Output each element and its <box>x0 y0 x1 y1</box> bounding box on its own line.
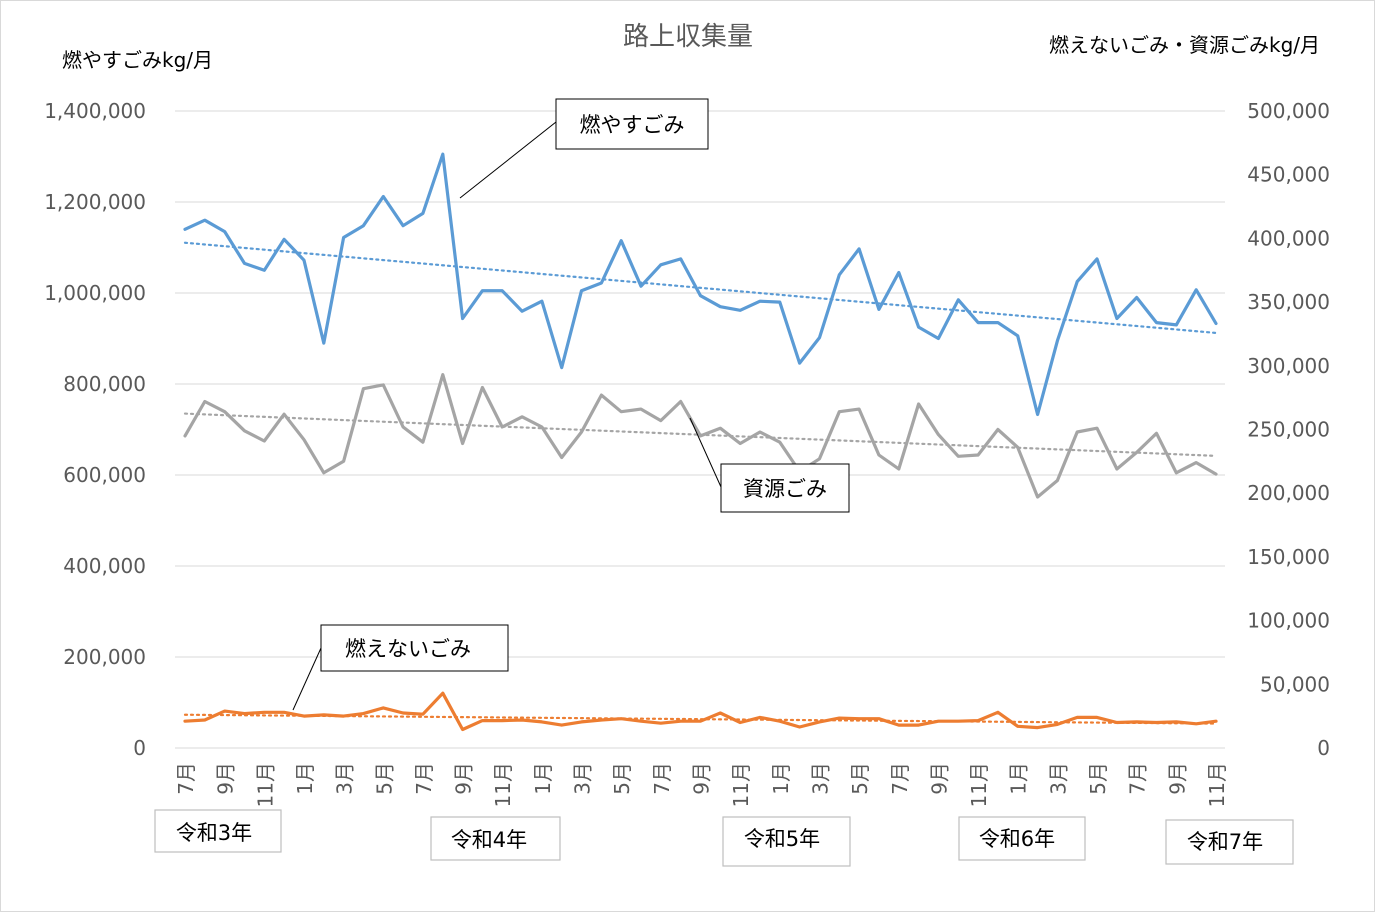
right-axis-title: 燃えないごみ・資源ごみkg/月 <box>1049 33 1320 57</box>
x-tick-label: 1月 <box>769 762 793 795</box>
series-line <box>183 152 1218 417</box>
x-tick-label: 7月 <box>650 762 674 795</box>
right-tick-label: 0 <box>1317 736 1330 760</box>
right-axis-ticks: 0 50,000 100,000 150,000 200,000 250,000 300,0… <box>1247 99 1330 760</box>
right-tick-label: 400,000 <box>1247 226 1330 250</box>
x-tick-label: 9月 <box>452 762 476 795</box>
left-axis-ticks: 0 200,000 400,000 600,000 800,000 1,000,000 1,… <box>44 99 146 760</box>
callout-box-shigen <box>720 463 850 513</box>
x-tick-label: 9月 <box>927 762 951 795</box>
x-tick-label: 7月 <box>888 762 912 795</box>
callout-leader-moenai <box>292 647 322 711</box>
year-label-r5: 令和5年 <box>744 827 820 851</box>
left-tick-label: 0 <box>133 736 146 760</box>
right-tick-label: 250,000 <box>1247 418 1330 442</box>
x-tick-label: 5月 <box>1086 762 1110 795</box>
x-tick-label: 11月 <box>967 762 991 807</box>
year-label-r4: 令和4年 <box>451 828 527 852</box>
trendline <box>183 713 1218 725</box>
year-box-r7 <box>1165 819 1294 865</box>
year-box-r3 <box>154 809 282 853</box>
x-tick-label: 9月 <box>1165 762 1189 795</box>
series-line <box>183 373 1218 499</box>
x-tick-label: 5月 <box>372 762 396 795</box>
x-tick-label: 11月 <box>1205 762 1229 807</box>
right-tick-label: 150,000 <box>1247 545 1330 569</box>
year-box-r4 <box>430 816 561 861</box>
x-tick-label: 5月 <box>848 762 872 795</box>
x-tick-label: 3月 <box>333 762 357 795</box>
x-tick-label: 9月 <box>690 762 714 795</box>
x-tick-label: 11月 <box>729 762 753 807</box>
left-tick-label: 1,200,000 <box>44 190 146 214</box>
left-tick-label: 1,400,000 <box>44 99 146 123</box>
left-tick-label: 800,000 <box>63 372 146 396</box>
left-tick-label: 600,000 <box>63 463 146 487</box>
year-box-r5 <box>722 816 851 867</box>
x-tick-label: 1月 <box>1007 762 1031 795</box>
callout-label-moyasu: 燃やすごみ <box>580 113 685 137</box>
year-box-r6 <box>958 816 1086 861</box>
year-label-r3: 令和3年 <box>176 821 252 845</box>
callout-box-moyasu <box>555 98 709 150</box>
x-tick-label: 5月 <box>610 762 634 795</box>
left-tick-label: 400,000 <box>63 554 146 578</box>
x-tick-label: 7月 <box>412 762 436 795</box>
x-tick-label: 11月 <box>491 762 515 807</box>
left-tick-label: 200,000 <box>63 645 146 669</box>
series-line <box>183 691 1218 732</box>
callout-leader-shigen <box>689 417 722 488</box>
callout-label-shigen: 資源ごみ <box>743 477 827 501</box>
year-label-r7: 令和7年 <box>1187 830 1263 854</box>
left-tick-label: 1,000,000 <box>44 281 146 305</box>
right-tick-label: 500,000 <box>1247 99 1330 123</box>
year-label-r6: 令和6年 <box>979 827 1055 851</box>
callout-box-moenai <box>320 624 509 672</box>
x-tick-label: 7月 <box>1126 762 1150 795</box>
x-axis-ticks: 7月 9月 11月 1月 3月 5月 7月 9月 11月 1月 3月 5月 7月 9月 11月 1月 3月 5月 7… <box>174 762 1229 807</box>
x-tick-label: 3月 <box>808 762 832 795</box>
right-tick-label: 200,000 <box>1247 481 1330 505</box>
callout-label-moenai: 燃えないごみ <box>345 637 471 661</box>
callout-leader-moyasu <box>459 121 557 199</box>
x-tick-label: 3月 <box>571 762 595 795</box>
x-tick-label: 1月 <box>531 762 555 795</box>
x-tick-label: 9月 <box>214 762 238 795</box>
right-tick-label: 450,000 <box>1247 163 1330 187</box>
right-tick-label: 300,000 <box>1247 354 1330 378</box>
x-tick-label: 3月 <box>1046 762 1070 795</box>
chart-title: 路上収集量 <box>623 22 753 52</box>
series-layer <box>183 152 1218 732</box>
trendline <box>183 241 1218 335</box>
right-tick-label: 100,000 <box>1247 609 1330 633</box>
x-tick-label: 11月 <box>253 762 277 807</box>
x-tick-label: 1月 <box>293 762 317 795</box>
x-tick-label: 7月 <box>174 762 198 795</box>
right-tick-label: 350,000 <box>1247 290 1330 314</box>
right-tick-label: 50,000 <box>1260 672 1330 696</box>
left-axis-title: 燃やすごみkg/月 <box>62 48 213 72</box>
